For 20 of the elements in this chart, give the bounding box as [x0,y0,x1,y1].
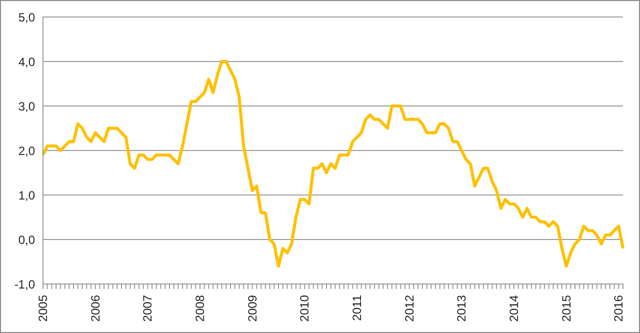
x-tick-label: 2007 [140,294,155,322]
x-tick-label: 2015 [559,294,574,322]
line-series [42,60,624,268]
x-tick-label: 2012 [402,294,416,322]
x-tick-label: 2013 [454,294,469,322]
x-tick-label: 2016 [612,294,626,322]
y-tick-label: -1,0 [14,277,36,292]
y-tick-label: 2,0 [18,144,36,158]
x-tick-label: 2009 [245,294,260,322]
x-tick-label: 2005 [36,294,50,322]
y-tick-label: 5,0 [18,10,36,24]
y-tick-label: 4,0 [18,54,36,69]
y-tick-label: 3,0 [18,99,36,114]
y-tick-label: 1,0 [18,188,36,202]
x-tick-label: 2008 [192,294,207,322]
x-tick-label: 2014 [506,294,521,322]
x-tick-label: 2011 [350,294,364,321]
y-tick-label: 0,0 [18,232,36,247]
x-tick-label: 2006 [88,294,102,322]
x-tick-label: 2010 [298,294,312,322]
